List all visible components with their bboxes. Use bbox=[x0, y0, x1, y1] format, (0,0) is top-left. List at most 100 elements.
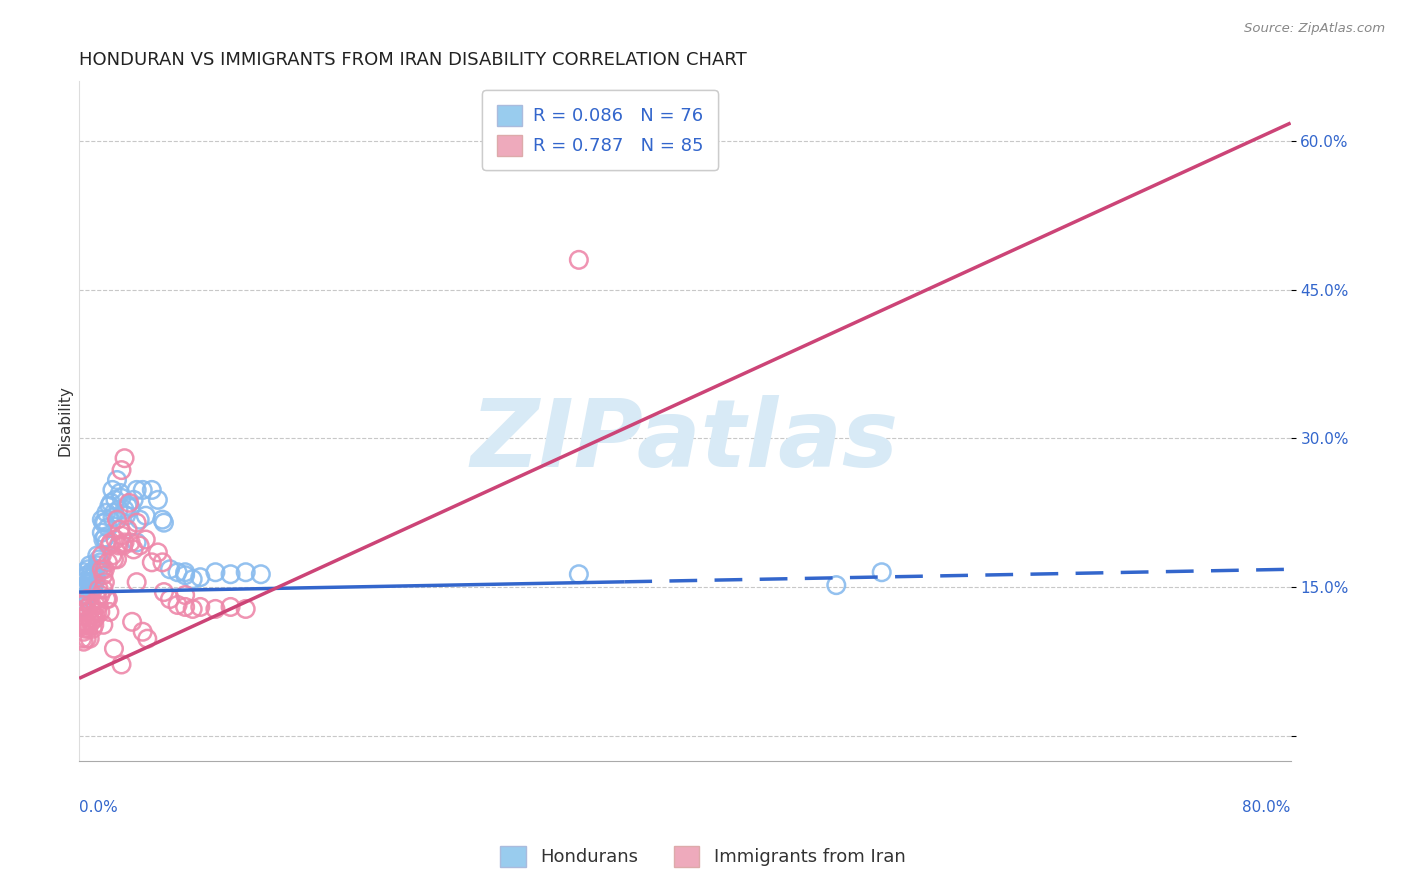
Point bbox=[80, 575, 103, 590]
Text: Source: ZipAtlas.com: Source: ZipAtlas.com bbox=[1244, 22, 1385, 36]
Point bbox=[84, 598, 107, 612]
Point bbox=[96, 592, 118, 607]
Legend: Hondurans, Immigrants from Iran: Hondurans, Immigrants from Iran bbox=[491, 837, 915, 876]
Point bbox=[568, 252, 591, 267]
Point bbox=[90, 513, 112, 527]
Point bbox=[77, 605, 100, 619]
Point bbox=[115, 508, 138, 523]
Point bbox=[70, 599, 93, 614]
Point bbox=[87, 582, 110, 596]
Point bbox=[73, 590, 96, 604]
Point bbox=[117, 523, 139, 537]
Point bbox=[89, 588, 111, 602]
Point bbox=[76, 632, 98, 646]
Text: 80.0%: 80.0% bbox=[1243, 799, 1291, 814]
Point bbox=[125, 575, 148, 590]
Point bbox=[76, 617, 98, 632]
Point bbox=[100, 496, 122, 510]
Point bbox=[166, 598, 188, 612]
Point bbox=[76, 580, 98, 594]
Point bbox=[82, 570, 104, 584]
Point bbox=[825, 578, 848, 592]
Point bbox=[93, 582, 115, 596]
Point bbox=[93, 533, 115, 547]
Point bbox=[141, 483, 163, 497]
Point bbox=[141, 555, 163, 569]
Point bbox=[86, 549, 108, 563]
Point bbox=[174, 599, 197, 614]
Point bbox=[93, 516, 115, 530]
Point bbox=[79, 570, 101, 584]
Point bbox=[97, 521, 120, 535]
Point bbox=[73, 634, 96, 648]
Point bbox=[152, 555, 174, 569]
Point bbox=[132, 624, 155, 639]
Point bbox=[181, 602, 204, 616]
Point bbox=[90, 525, 112, 540]
Point bbox=[103, 641, 125, 656]
Point bbox=[76, 568, 98, 582]
Point bbox=[93, 617, 115, 632]
Point bbox=[98, 605, 121, 619]
Point bbox=[568, 567, 591, 582]
Point bbox=[153, 516, 176, 530]
Point bbox=[94, 516, 117, 530]
Point bbox=[73, 610, 96, 624]
Point bbox=[84, 562, 107, 576]
Point bbox=[125, 516, 148, 530]
Point bbox=[69, 620, 91, 634]
Point bbox=[128, 513, 150, 527]
Point bbox=[152, 513, 174, 527]
Point bbox=[135, 508, 157, 523]
Point bbox=[105, 513, 128, 527]
Point bbox=[83, 612, 105, 626]
Point bbox=[83, 578, 105, 592]
Point bbox=[76, 588, 98, 602]
Point bbox=[120, 535, 142, 549]
Point bbox=[83, 617, 105, 632]
Point bbox=[75, 595, 97, 609]
Point bbox=[70, 632, 93, 646]
Point bbox=[105, 552, 128, 566]
Point bbox=[96, 535, 118, 549]
Point bbox=[110, 528, 132, 542]
Point bbox=[118, 496, 141, 510]
Point bbox=[107, 539, 129, 553]
Point bbox=[103, 506, 125, 520]
Point bbox=[87, 552, 110, 566]
Point bbox=[135, 533, 157, 547]
Point bbox=[136, 632, 159, 646]
Point bbox=[114, 535, 136, 549]
Point bbox=[122, 542, 145, 557]
Point bbox=[870, 566, 893, 580]
Point bbox=[94, 562, 117, 576]
Point bbox=[70, 580, 93, 594]
Point bbox=[108, 486, 131, 500]
Point bbox=[117, 499, 139, 513]
Point bbox=[75, 615, 97, 629]
Point bbox=[79, 558, 101, 573]
Point bbox=[98, 499, 121, 513]
Point bbox=[122, 492, 145, 507]
Point bbox=[82, 607, 104, 622]
Point bbox=[86, 605, 108, 619]
Point bbox=[83, 568, 105, 582]
Y-axis label: Disability: Disability bbox=[58, 385, 72, 457]
Point bbox=[188, 599, 211, 614]
Point bbox=[69, 585, 91, 599]
Text: 0.0%: 0.0% bbox=[79, 799, 118, 814]
Point bbox=[159, 592, 181, 607]
Point bbox=[103, 552, 125, 566]
Point bbox=[79, 632, 101, 646]
Point bbox=[235, 566, 257, 580]
Point bbox=[70, 598, 93, 612]
Point bbox=[75, 582, 97, 596]
Point bbox=[94, 575, 117, 590]
Point bbox=[82, 580, 104, 594]
Point bbox=[125, 535, 148, 549]
Point bbox=[86, 592, 108, 607]
Point bbox=[97, 592, 120, 607]
Point bbox=[204, 566, 226, 580]
Point bbox=[73, 624, 96, 639]
Point bbox=[250, 567, 273, 582]
